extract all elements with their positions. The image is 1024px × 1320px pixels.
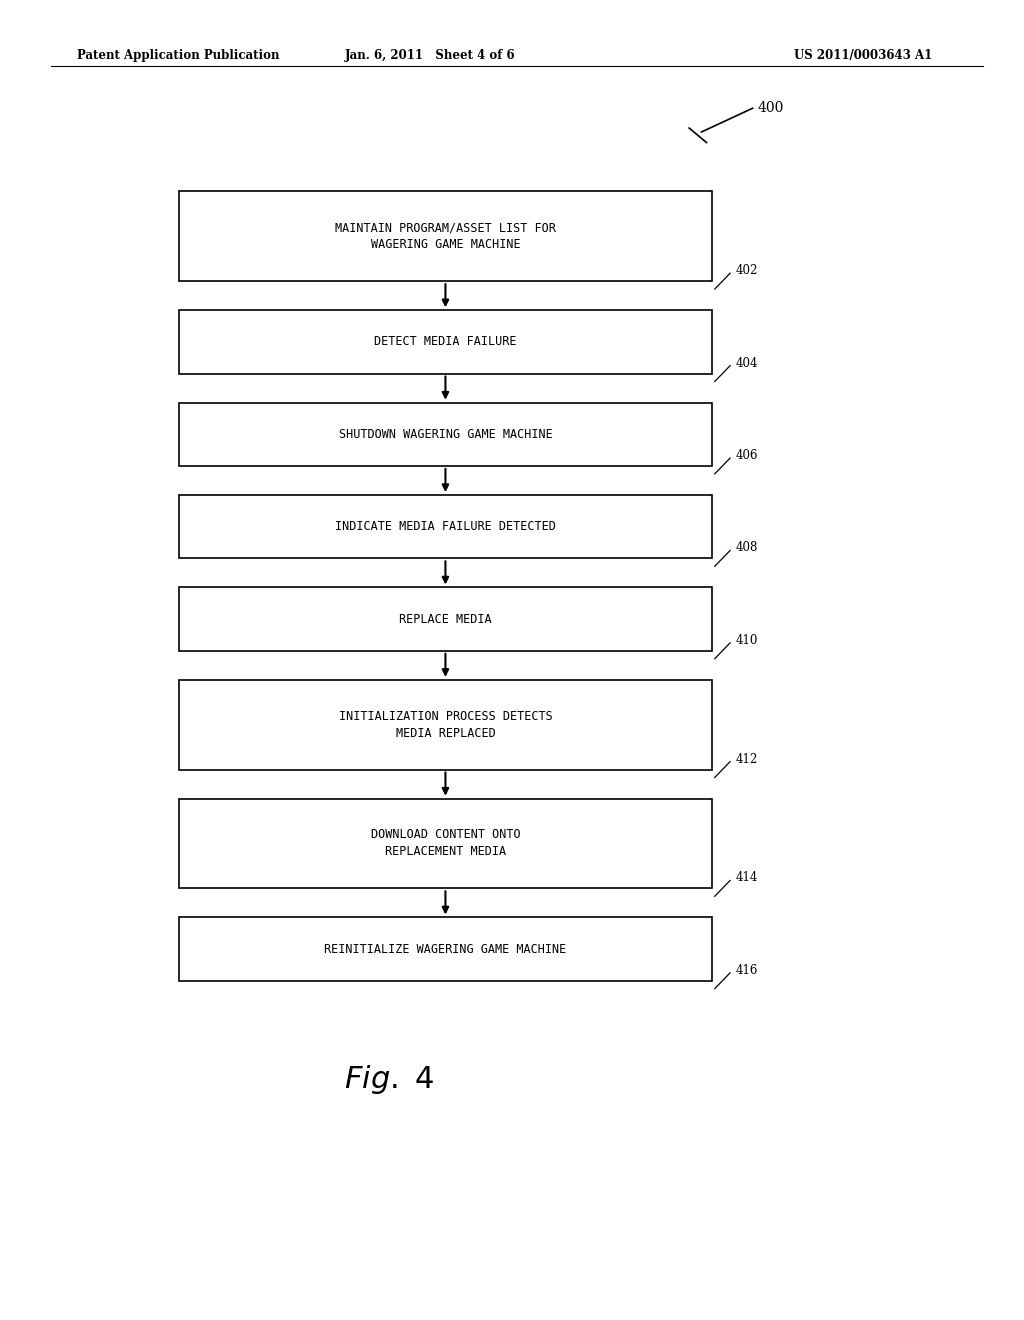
Text: 414: 414: [735, 871, 758, 884]
Bar: [179, 587, 712, 651]
Text: 402: 402: [735, 264, 758, 277]
Bar: [179, 680, 712, 770]
Bar: [179, 191, 712, 281]
Text: Patent Application Publication: Patent Application Publication: [77, 49, 280, 62]
Text: $\it{Fig.}$ $\it{4}$: $\it{Fig.}$ $\it{4}$: [344, 1063, 434, 1096]
Bar: [179, 917, 712, 981]
Bar: [179, 495, 712, 558]
Text: 416: 416: [735, 964, 758, 977]
Text: DOWNLOAD CONTENT ONTO
REPLACEMENT MEDIA: DOWNLOAD CONTENT ONTO REPLACEMENT MEDIA: [371, 829, 520, 858]
Bar: [179, 403, 712, 466]
Text: 400: 400: [758, 102, 784, 115]
Bar: [179, 310, 712, 374]
Text: INDICATE MEDIA FAILURE DETECTED: INDICATE MEDIA FAILURE DETECTED: [335, 520, 556, 533]
Text: 404: 404: [735, 356, 758, 370]
Text: REINITIALIZE WAGERING GAME MACHINE: REINITIALIZE WAGERING GAME MACHINE: [325, 942, 566, 956]
Text: SHUTDOWN WAGERING GAME MACHINE: SHUTDOWN WAGERING GAME MACHINE: [339, 428, 552, 441]
Text: 412: 412: [735, 752, 758, 766]
Text: Jan. 6, 2011   Sheet 4 of 6: Jan. 6, 2011 Sheet 4 of 6: [345, 49, 515, 62]
Text: US 2011/0003643 A1: US 2011/0003643 A1: [794, 49, 932, 62]
Text: 408: 408: [735, 541, 758, 554]
Text: 410: 410: [735, 634, 758, 647]
Text: DETECT MEDIA FAILURE: DETECT MEDIA FAILURE: [374, 335, 517, 348]
Text: INITIALIZATION PROCESS DETECTS
MEDIA REPLACED: INITIALIZATION PROCESS DETECTS MEDIA REP…: [339, 710, 552, 739]
Text: 406: 406: [735, 449, 758, 462]
Text: MAINTAIN PROGRAM/ASSET LIST FOR
WAGERING GAME MACHINE: MAINTAIN PROGRAM/ASSET LIST FOR WAGERING…: [335, 222, 556, 251]
Text: REPLACE MEDIA: REPLACE MEDIA: [399, 612, 492, 626]
Bar: [179, 799, 712, 888]
